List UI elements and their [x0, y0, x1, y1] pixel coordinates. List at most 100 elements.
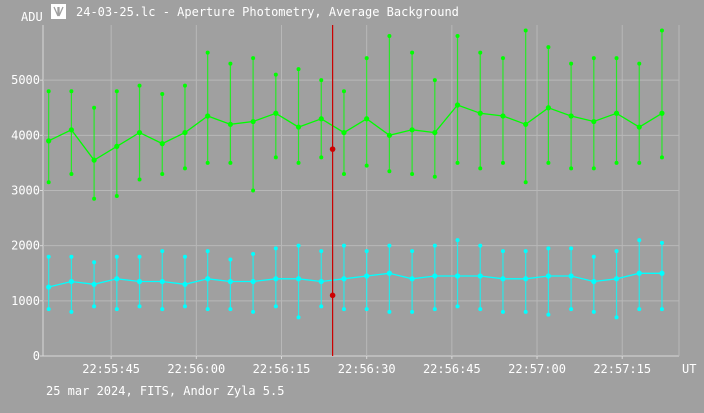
- series-1-max-point: [92, 260, 97, 265]
- series-0-point: [454, 102, 461, 108]
- series-1-min-point: [523, 309, 528, 314]
- series-1-point: [318, 278, 324, 285]
- series-1-min-point: [500, 309, 505, 314]
- series-0-min-point: [319, 155, 324, 160]
- series-1-min-point: [591, 309, 596, 314]
- series-0-point: [409, 127, 415, 133]
- series-0-min-point: [591, 166, 596, 171]
- series-1-min-point: [387, 309, 392, 314]
- series-0-max-point: [182, 83, 187, 88]
- series-0-min-point: [182, 166, 187, 171]
- series-0-point: [477, 110, 483, 116]
- series-0-max-point: [296, 67, 301, 72]
- series-0-point: [182, 129, 188, 136]
- series-1-line: [48, 272, 662, 288]
- series-0-max-point: [228, 61, 233, 66]
- series-0-point: [91, 157, 97, 163]
- series-0-max-point: [114, 89, 119, 94]
- series-0-min-point: [614, 160, 619, 165]
- y-axis-label: ADU: [21, 10, 43, 24]
- series-0-min-point: [296, 160, 301, 165]
- series-1-point: [91, 281, 97, 287]
- y-tick-label: 4000: [11, 128, 40, 142]
- series-1-min-point: [319, 304, 324, 309]
- series-0-point: [636, 124, 642, 130]
- series-1-max-point: [387, 243, 392, 248]
- series-1-max-point: [478, 243, 483, 248]
- series-0-point: [591, 118, 597, 125]
- y-tick-label: 1000: [11, 294, 40, 308]
- series-1-point: [273, 276, 279, 282]
- series-0-min-point: [160, 171, 165, 176]
- y-tick-label: 0: [33, 349, 40, 363]
- series-1-min-point: [273, 304, 278, 309]
- y-tick-label: 2000: [11, 239, 40, 253]
- series-0-min-point: [137, 177, 142, 182]
- series-1-point: [523, 276, 529, 282]
- series-0-min-point: [364, 163, 369, 168]
- series-1-max-point: [205, 249, 210, 254]
- series-1-max-point: [46, 254, 51, 259]
- series-1-min-point: [637, 307, 642, 312]
- series-0-min-point: [659, 155, 664, 160]
- series-0: [46, 28, 665, 201]
- x-tick-label: 22:57:15: [593, 362, 651, 376]
- series-1-point: [568, 273, 574, 279]
- series-0-line: [48, 104, 663, 162]
- series-1-point: [613, 276, 620, 282]
- series-0-min-point: [546, 160, 551, 165]
- cursor-marker[interactable]: [329, 146, 336, 152]
- series-0-max-point: [69, 89, 74, 94]
- series-0-point: [568, 113, 574, 119]
- series-1-max-point: [500, 249, 505, 254]
- series-0-point: [46, 138, 52, 144]
- series-0-min-point: [114, 194, 119, 199]
- series-1-min-point: [296, 315, 301, 320]
- series-1-max-point: [341, 243, 346, 248]
- series-0-min-point: [251, 188, 256, 193]
- series-1-max-point: [364, 249, 369, 254]
- series-1-max-point: [228, 257, 233, 262]
- series-1-point: [477, 273, 483, 279]
- series-1-min-point: [659, 307, 664, 312]
- series-1-max-point: [273, 246, 278, 251]
- series-1-min-point: [46, 307, 51, 312]
- series-1-max-point: [296, 243, 301, 248]
- series-1-point: [250, 278, 256, 285]
- series-0-point: [386, 132, 392, 138]
- time-cursor[interactable]: [329, 25, 336, 356]
- series-0-point: [114, 143, 120, 149]
- series-0-max-point: [341, 89, 346, 94]
- series-0-point: [295, 124, 302, 130]
- series-1-min-point: [182, 304, 187, 309]
- series-0-max-point: [387, 34, 392, 39]
- series-1-max-point: [182, 254, 187, 259]
- series-1-point: [659, 270, 665, 276]
- series-1-max-point: [114, 254, 119, 259]
- series-0-point: [250, 118, 256, 125]
- series-1-point: [46, 284, 52, 290]
- series-1-point: [182, 281, 188, 287]
- y-tick-label: 3000: [11, 184, 40, 198]
- series-1-max-point: [523, 249, 528, 254]
- cursor-marker[interactable]: [329, 292, 336, 299]
- series-1-max-point: [319, 249, 324, 254]
- series-1-point: [136, 278, 143, 285]
- series-1-point: [545, 273, 551, 279]
- series-0-min-point: [432, 174, 437, 179]
- series-0-point: [432, 129, 438, 136]
- chart-title: 24-03-25.lc - Aperture Photometry, Avera…: [76, 5, 459, 19]
- series-0-min-point: [92, 196, 97, 201]
- series-0-point: [68, 127, 74, 133]
- series-0-min-point: [46, 180, 51, 185]
- series-1-min-point: [455, 304, 460, 309]
- series-1-max-point: [455, 238, 460, 243]
- series-0-max-point: [273, 72, 278, 77]
- series-1-min-point: [364, 307, 369, 312]
- series-0-max-point: [160, 91, 165, 96]
- series-0-min-point: [478, 166, 483, 171]
- series-0-max-point: [432, 78, 437, 83]
- grid-lines: [40, 25, 680, 359]
- series-0-point: [500, 113, 506, 119]
